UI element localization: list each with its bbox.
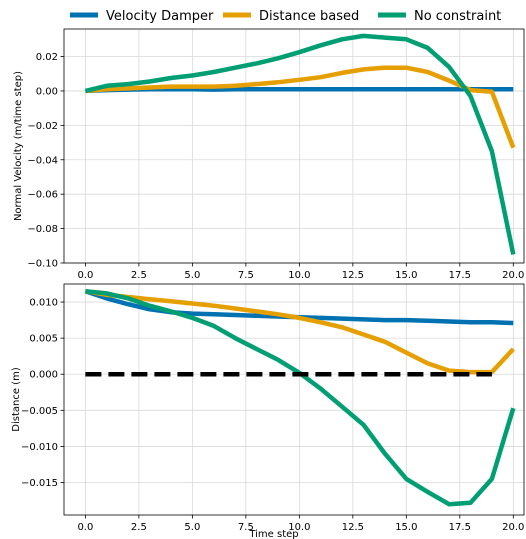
y-tick-label: 0.005 <box>29 334 58 345</box>
x-tick-label: 7.5 <box>238 522 254 533</box>
y-tick-label: −0.06 <box>27 190 58 201</box>
x-tick-label: 17.5 <box>449 270 471 281</box>
x-tick-label: 0.0 <box>77 522 93 533</box>
x-tick-label: 15.0 <box>395 270 417 281</box>
normal-velocity-plot: 0.0 2.5 5.0 7.5 10.0 12.5 15.0 17.5 20.0 −0.10 −0.… <box>13 28 525 281</box>
x-tick-label: 7.5 <box>238 270 254 281</box>
plot-frame <box>63 28 525 264</box>
y-tick-label: −0.04 <box>27 155 58 166</box>
y-axis-label: Distance (m) <box>11 367 22 432</box>
y-tick-label: −0.02 <box>27 121 58 132</box>
x-axis-label: Time step <box>248 529 298 539</box>
series-line-distance-based <box>85 288 515 375</box>
x-tick-label: 2.5 <box>131 270 147 281</box>
x-tick-label: 12.5 <box>342 270 364 281</box>
y-tick-label: 0.000 <box>29 370 58 381</box>
x-tick-label: 5.0 <box>184 270 200 281</box>
y-tick-label: −0.005 <box>21 406 58 417</box>
y-axis-label: Normal Velocity (m/time step) <box>13 71 24 221</box>
legend-label-velocity-damper: Velocity Damper <box>106 9 214 24</box>
ticks: 0.0 2.5 5.0 7.5 10.0 12.5 15.0 17.5 20.0 −0.015 −0… <box>21 298 524 533</box>
x-tick-label: 10.0 <box>288 270 310 281</box>
y-tick-label: 0.010 <box>29 298 58 309</box>
x-tick-label: 0.0 <box>77 270 93 281</box>
y-tick-label: −0.08 <box>27 224 58 235</box>
y-tick-label: −0.010 <box>21 442 58 453</box>
legend: Velocity Damper Distance based No constrai… <box>70 9 501 24</box>
x-tick-label: 12.5 <box>342 522 364 533</box>
x-tick-label: 20.0 <box>502 270 524 281</box>
grid <box>64 29 524 264</box>
x-tick-label: 17.5 <box>449 522 471 533</box>
x-tick-label: 10.0 <box>288 522 310 533</box>
x-tick-label: 15.0 <box>395 522 417 533</box>
ticks: 0.0 2.5 5.0 7.5 10.0 12.5 15.0 17.5 20.0 −0.10 −0.… <box>27 52 524 281</box>
x-tick-label: 5.0 <box>184 522 200 533</box>
y-tick-label: −0.015 <box>21 478 58 489</box>
x-tick-label: 20.0 <box>502 522 524 533</box>
series-line-no-constraint <box>84 33 516 255</box>
series-lines <box>84 288 516 507</box>
series-line-distance-based <box>85 65 516 149</box>
y-tick-label: 0.02 <box>36 52 58 63</box>
series-lines <box>84 33 516 255</box>
distance-plot: 0.0 2.5 5.0 7.5 10.0 12.5 15.0 17.5 20.0 −0.015 −0… <box>11 283 525 539</box>
x-tick-label: 2.5 <box>131 522 147 533</box>
y-tick-label: −0.10 <box>27 259 58 270</box>
legend-label-distance-based: Distance based <box>259 9 359 24</box>
legend-label-no-constraint: No constraint <box>414 9 501 24</box>
plot-frame <box>63 283 525 516</box>
y-tick-label: 0.00 <box>36 86 58 97</box>
